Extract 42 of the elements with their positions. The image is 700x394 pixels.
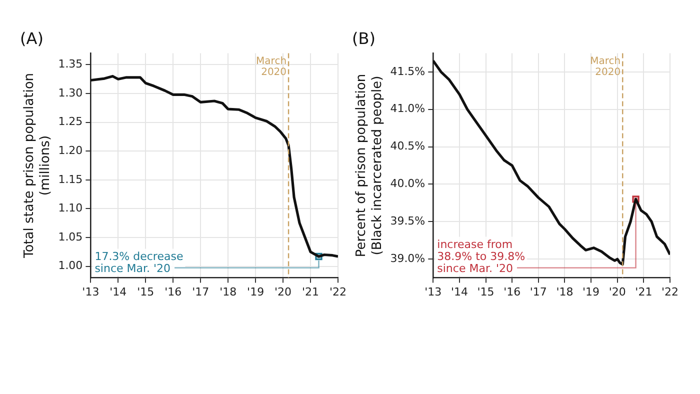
y-axis-title: Total state prison population (millions) [22,72,53,260]
x-tick-label: '17 [530,285,547,298]
annotation: 17.3% decrease since Mar. '20 [94,250,184,275]
x-tick-label: '13 [424,285,442,298]
chart-title: (A) [20,28,44,48]
x-tick-label: '18 [556,285,574,298]
y-tick-label: 1.15 [58,172,83,186]
y-tick-label: 1.00 [58,259,83,272]
y-tick-label: 40.0% [390,177,426,190]
annotation: increase from 38.9% to 39.8% since Mar. '20 [437,238,526,275]
x-tick-label: '22 [329,285,347,298]
y-tick-label: 1.30 [58,86,83,100]
x-tick-label: '19 [582,285,600,298]
x-tick-label: '21 [302,285,320,298]
chart-title: (B) [352,28,376,48]
x-tick-label: '14 [450,285,468,298]
y-axis-title: Percent of prison population (Black incarcerated people) [354,74,385,258]
y-tick-label: 1.10 [58,202,83,215]
y-tick-label: 41.5% [390,64,426,78]
x-tick-label: '21 [635,285,652,298]
ref-line-label: March 2020 [256,56,287,78]
ref-line-label: March 2020 [590,56,621,78]
x-tick-label: '19 [247,285,264,298]
x-tick-label: '16 [164,285,182,298]
x-tick-label: '13 [82,285,100,298]
x-tick-label: '17 [192,285,210,298]
y-tick-label: 1.35 [58,58,83,71]
x-tick-label: '16 [504,285,521,298]
x-tick-label: '15 [477,285,494,298]
y-tick-label: 41.0% [390,102,426,116]
x-tick-label: '14 [110,285,127,298]
y-tick-label: 1.20 [58,144,83,157]
x-tick-label: '20 [274,285,292,298]
x-tick-label: '22 [661,285,679,298]
y-tick-label: 1.25 [58,115,83,128]
y-tick-label: 1.05 [58,230,83,244]
y-tick-label: 39.5% [390,214,426,228]
y-tick-label: 40.5% [390,140,426,153]
x-tick-label: '15 [137,285,154,298]
y-tick-label: 39.0% [390,252,426,265]
x-tick-label: '20 [608,285,626,298]
x-tick-label: '18 [220,285,237,298]
